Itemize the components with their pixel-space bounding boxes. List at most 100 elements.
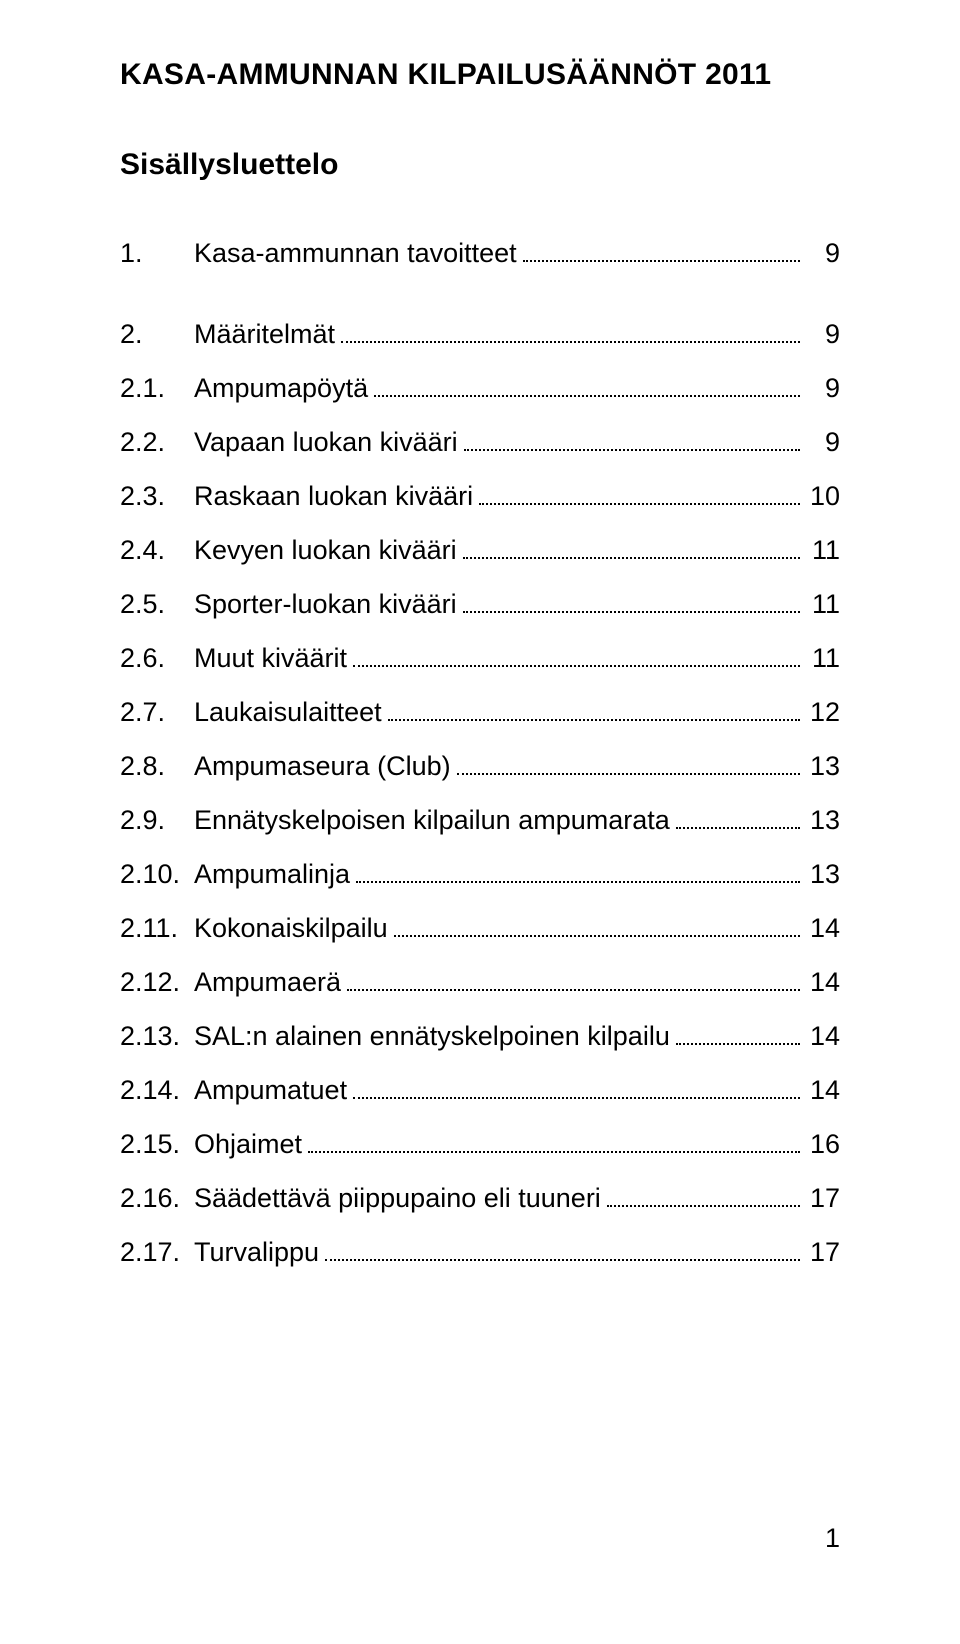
toc-entry-page: 13: [806, 861, 840, 888]
toc-entry: 2.2.Vapaan luokan kivääri 9: [120, 429, 840, 456]
toc-leader: [463, 541, 800, 559]
toc-entry-page: 11: [806, 645, 840, 672]
toc-entry-label: Ampumaseura (Club): [194, 753, 451, 780]
toc-entry-label: Muut kiväärit: [194, 645, 347, 672]
toc-entry-number: 2.7.: [120, 699, 194, 726]
toc-entry-page: 9: [806, 429, 840, 456]
toc-leader: [463, 595, 800, 613]
toc-entry-label: Ampumalinja: [194, 861, 350, 888]
toc-entry-number: 2.16.: [120, 1185, 194, 1212]
toc-leader: [353, 649, 800, 667]
toc-entry-page: 16: [806, 1131, 840, 1158]
toc-entry: 2.10.Ampumalinja 13: [120, 861, 840, 888]
toc-entry-label: Kevyen luokan kivääri: [194, 537, 457, 564]
toc-entry: 1.Kasa-ammunnan tavoitteet 9: [120, 240, 840, 267]
toc-leader: [347, 973, 800, 991]
toc-entry: 2.8.Ampumaseura (Club) 13: [120, 753, 840, 780]
document-page: KASA-AMMUNNAN KILPAILUSÄÄNNÖT 2011 Sisäl…: [0, 0, 960, 1644]
toc-entry: 2.13.SAL:n alainen ennätyskelpoinen kilp…: [120, 1023, 840, 1050]
toc-entry-number: 2.5.: [120, 591, 194, 618]
toc-entry-label: Määritelmät: [194, 321, 335, 348]
toc-leader: [308, 1135, 800, 1153]
toc-entry-label: Ampumapöytä: [194, 375, 368, 402]
toc-entry-number: 2.11.: [120, 915, 194, 942]
toc-entry-page: 13: [806, 807, 840, 834]
toc-entry-number: 2.13.: [120, 1023, 194, 1050]
toc-entry: 2.1.Ampumapöytä 9: [120, 375, 840, 402]
toc-entry-number: 2.3.: [120, 483, 194, 510]
toc-leader: [457, 757, 800, 775]
toc-entry: 2.3.Raskaan luokan kivääri 10: [120, 483, 840, 510]
toc-entry-page: 14: [806, 969, 840, 996]
toc-entry-label: Sporter-luokan kivääri: [194, 591, 457, 618]
toc-entry-label: Raskaan luokan kivääri: [194, 483, 473, 510]
toc-entry: 2.6.Muut kiväärit 11: [120, 645, 840, 672]
toc-leader: [676, 1027, 800, 1045]
toc-leader: [464, 433, 800, 451]
toc-entry-label: SAL:n alainen ennätyskelpoinen kilpailu: [194, 1023, 670, 1050]
toc-entry-page: 11: [806, 591, 840, 618]
toc-leader: [607, 1189, 800, 1207]
toc-entry-label: Ohjaimet: [194, 1131, 302, 1158]
toc-entry: 2.15.Ohjaimet 16: [120, 1131, 840, 1158]
toc-entry-label: Ennätyskelpoisen kilpailun ampumarata: [194, 807, 670, 834]
toc-entry-page: 14: [806, 1077, 840, 1104]
toc-entry-page: 9: [806, 375, 840, 402]
toc-entry-number: 2.1.: [120, 375, 194, 402]
toc-entry-number: 2.2.: [120, 429, 194, 456]
toc-entry-number: 2.10.: [120, 861, 194, 888]
toc-entry: 2.11.Kokonaiskilpailu 14: [120, 915, 840, 942]
toc-entry: 2.7.Laukaisulaitteet 12: [120, 699, 840, 726]
document-title: KASA-AMMUNNAN KILPAILUSÄÄNNÖT 2011: [120, 58, 840, 92]
toc-entry-label: Kasa-ammunnan tavoitteet: [194, 240, 517, 267]
toc-leader: [353, 1081, 800, 1099]
toc-entry-number: 2.14.: [120, 1077, 194, 1104]
toc-entry-number: 2.4.: [120, 537, 194, 564]
toc-entry-page: 9: [806, 240, 840, 267]
toc-leader: [325, 1243, 800, 1261]
toc-entry-number: 1.: [120, 240, 194, 267]
toc-entry: 2.Määritelmät 9: [120, 321, 840, 348]
toc-entry-label: Kokonaiskilpailu: [194, 915, 388, 942]
table-of-contents: 1.Kasa-ammunnan tavoitteet92.Määritelmät…: [120, 240, 840, 1266]
toc-leader: [388, 703, 800, 721]
toc-entry-label: Ampumatuet: [194, 1077, 347, 1104]
toc-entry-number: 2.12.: [120, 969, 194, 996]
toc-entry-label: Turvalippu: [194, 1239, 319, 1266]
toc-entry-label: Säädettävä piippupaino eli tuuneri: [194, 1185, 601, 1212]
toc-entry: 2.12.Ampumaerä 14: [120, 969, 840, 996]
toc-entry-label: Vapaan luokan kivääri: [194, 429, 458, 456]
toc-entry-label: Laukaisulaitteet: [194, 699, 382, 726]
toc-entry: 2.5.Sporter-luokan kivääri 11: [120, 591, 840, 618]
toc-leader: [479, 487, 800, 505]
toc-entry-page: 12: [806, 699, 840, 726]
toc-entry-page: 14: [806, 1023, 840, 1050]
toc-leader: [356, 865, 800, 883]
toc-entry: 2.17.Turvalippu 17: [120, 1239, 840, 1266]
toc-entry: 2.14.Ampumatuet 14: [120, 1077, 840, 1104]
toc-leader: [676, 811, 800, 829]
toc-entry-page: 17: [806, 1185, 840, 1212]
toc-entry-number: 2.15.: [120, 1131, 194, 1158]
toc-leader: [394, 919, 800, 937]
toc-entry-page: 14: [806, 915, 840, 942]
toc-entry-page: 17: [806, 1239, 840, 1266]
toc-entry-page: 9: [806, 321, 840, 348]
toc-entry-page: 13: [806, 753, 840, 780]
toc-entry: 2.16.Säädettävä piippupaino eli tuuneri 1…: [120, 1185, 840, 1212]
toc-entry: 2.4.Kevyen luokan kivääri 11: [120, 537, 840, 564]
toc-entry-page: 11: [806, 537, 840, 564]
toc-entry-page: 10: [806, 483, 840, 510]
toc-entry-number: 2.6.: [120, 645, 194, 672]
toc-entry-number: 2.: [120, 321, 194, 348]
toc-entry-number: 2.9.: [120, 807, 194, 834]
toc-entry: 2.9.Ennätyskelpoisen kilpailun ampumarat…: [120, 807, 840, 834]
page-number: 1: [825, 1523, 840, 1554]
toc-entry-number: 2.17.: [120, 1239, 194, 1266]
toc-heading: Sisällysluettelo: [120, 148, 840, 182]
toc-entry-label: Ampumaerä: [194, 969, 341, 996]
toc-leader: [341, 325, 800, 343]
toc-leader: [374, 379, 800, 397]
toc-leader: [523, 244, 800, 262]
toc-entry-number: 2.8.: [120, 753, 194, 780]
